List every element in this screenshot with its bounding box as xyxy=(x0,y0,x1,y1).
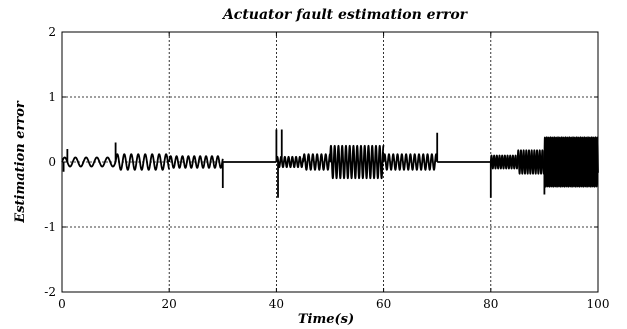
y-tick-label: 1 xyxy=(48,90,56,104)
y-tick-label: 2 xyxy=(48,25,56,39)
signal-segment xyxy=(114,153,171,171)
x-tick-label: 100 xyxy=(587,297,610,311)
signal-segment xyxy=(302,153,331,171)
signal-segment xyxy=(275,155,305,169)
axis-ticks: 0 20 40 60 80 100 -2 -1 0 1 2 xyxy=(44,25,609,311)
signal-segment xyxy=(516,149,546,175)
signal-segment xyxy=(489,154,519,170)
signal-series xyxy=(61,129,599,198)
x-tick-label: 60 xyxy=(376,297,391,311)
signal-segment xyxy=(61,156,117,168)
x-tick-label: 20 xyxy=(162,297,177,311)
y-axis-label: Estimation error xyxy=(13,100,28,224)
signal-segment xyxy=(168,155,224,169)
signal-segment xyxy=(329,144,385,180)
signal-segment xyxy=(543,136,599,188)
y-tick-label: 0 xyxy=(48,155,56,169)
chart-title: Actuator fault estimation error xyxy=(221,7,469,23)
x-tick-label: 0 xyxy=(58,297,66,311)
x-tick-label: 40 xyxy=(269,297,284,311)
x-axis-label: Time(s) xyxy=(298,312,354,327)
x-tick-label: 80 xyxy=(483,297,498,311)
y-tick-label: -2 xyxy=(44,285,56,299)
y-tick-label: -1 xyxy=(44,220,56,234)
signal-segment xyxy=(382,153,439,171)
